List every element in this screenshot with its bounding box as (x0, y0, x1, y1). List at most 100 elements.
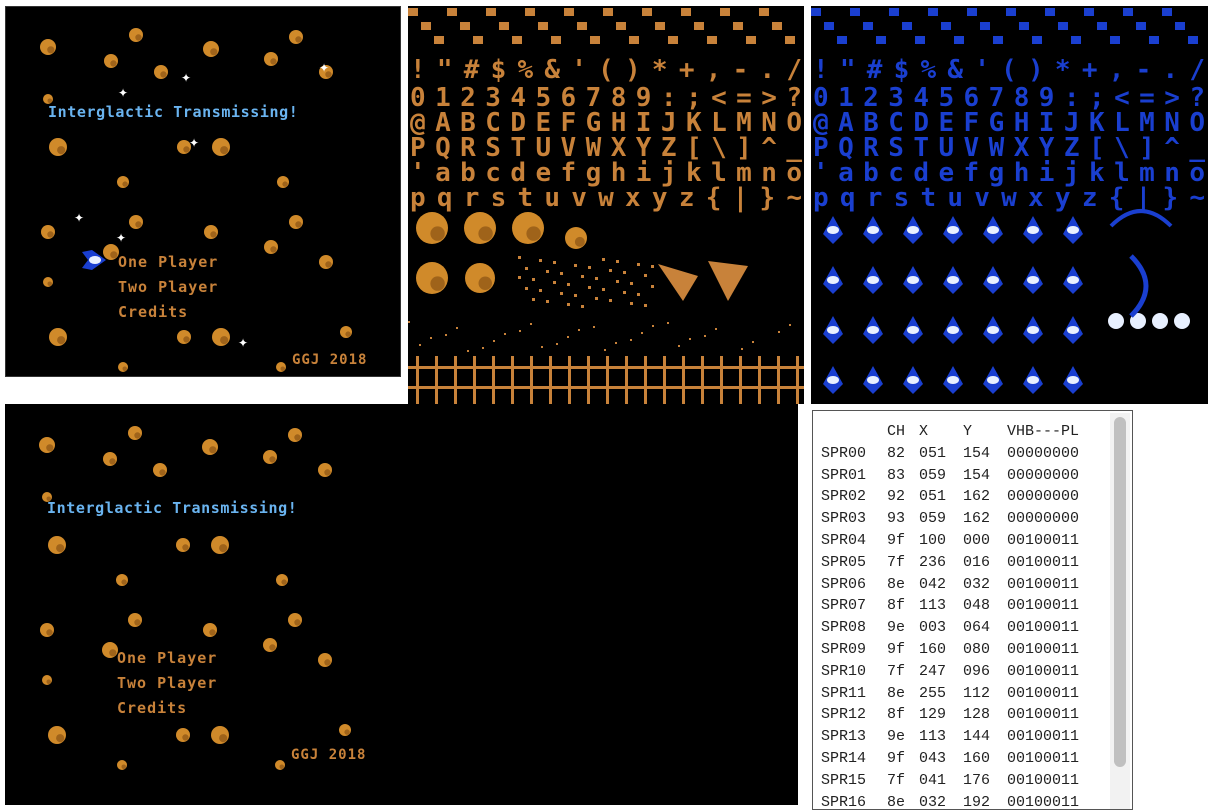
bullet-sprite (1152, 313, 1168, 329)
scrollbar-track[interactable] (1110, 413, 1130, 809)
table-row: SPR09 9f 160 080 00100011 (821, 639, 1083, 661)
game-title-bg: Interglactic Transmissing! (47, 499, 298, 517)
asteroid (48, 536, 66, 554)
asteroid (118, 362, 128, 372)
cell-pos-y: 112 (963, 684, 991, 702)
asteroid (212, 328, 230, 346)
asteroid (40, 39, 56, 55)
asteroid (154, 65, 168, 79)
cell-flags: 00100011 (1007, 531, 1080, 549)
table-row: SPR16 8e 032 192 00100011 (821, 792, 1083, 810)
table-row: SPR01 83 059 154 00000000 (821, 465, 1083, 487)
asteroid (339, 724, 351, 736)
sprite-oam-table-panel[interactable]: CH X Y VHB---PL SPR00 82 051 154 00000000 SPR… (812, 410, 1133, 810)
asteroid (42, 675, 52, 685)
tileset-blue-canvas: !"#$%&'()*+,-./0123456789:;<=>?@ABCDEFGH… (811, 8, 1205, 394)
asteroid (204, 225, 218, 239)
cell-pos-y: 154 (963, 444, 991, 462)
asteroid (512, 212, 544, 244)
antenna-sprite (658, 264, 698, 301)
menu-two-player-bg: Two Player (117, 674, 218, 692)
cell-pos-x: 003 (919, 619, 947, 637)
star: ✦ (238, 336, 248, 350)
cell-char-code: 7f (887, 553, 906, 571)
game-title: Interglactic Transmissing! (48, 103, 299, 121)
ship-cursor-icon (82, 250, 108, 270)
cell-char-code: 7f (887, 662, 906, 680)
tileset-orange-viewer: !"#$%&'()*+,-./0123456789:;<=>? @ABCDEFGH… (408, 6, 804, 404)
cell-sprite-id: SPR14 (821, 749, 867, 767)
cell-char-code: 8f (887, 706, 906, 724)
cell-pos-y: 000 (963, 531, 991, 549)
asteroid (264, 240, 278, 254)
cell-char-code: 8e (887, 684, 906, 702)
cell-pos-x: 042 (919, 575, 947, 593)
cell-sprite-id: SPR10 (821, 662, 867, 680)
table-row: SPR13 9e 113 144 00100011 (821, 726, 1083, 748)
table-row: SPR00 82 051 154 00000000 (821, 443, 1083, 465)
cell-flags: 00100011 (1007, 749, 1080, 767)
asteroid (129, 28, 143, 42)
cell-char-code: 9e (887, 728, 906, 746)
game-screen-background-layer: Interglactic Transmissing! One Player Tw… (5, 404, 798, 805)
bullet-sprite (1130, 313, 1146, 329)
menu-credits[interactable]: Credits (118, 303, 189, 321)
cell-pos-y: 192 (963, 793, 991, 810)
menu-one-player[interactable]: One Player (118, 253, 219, 271)
cell-flags: 00100011 (1007, 771, 1080, 789)
asteroid (128, 426, 142, 440)
asteroid (211, 536, 229, 554)
antenna-sprite (708, 261, 748, 301)
asteroid (319, 255, 333, 269)
table-row: SPR02 92 051 162 00000000 (821, 486, 1083, 508)
cell-char-code: 7f (887, 771, 906, 789)
cell-char-code: 93 (887, 510, 906, 528)
cell-flags: 00100011 (1007, 684, 1080, 702)
tileset-symbols-row: !"#$%&'()*+,-./ (410, 55, 802, 85)
cell-flags: 00000000 (1007, 466, 1080, 484)
asteroid (41, 225, 55, 239)
asteroid (416, 262, 448, 294)
cell-pos-y: 160 (963, 749, 991, 767)
cell-char-code: 8f (887, 597, 906, 615)
asteroid (39, 437, 55, 453)
col-header-ch: CH (887, 423, 906, 440)
cell-char-code: 9f (887, 531, 906, 549)
cell-pos-y: 162 (963, 510, 991, 528)
cell-flags: 00100011 (1007, 640, 1080, 658)
col-header-flags: VHB---PL (1007, 423, 1080, 440)
menu-two-player[interactable]: Two Player (118, 278, 219, 296)
cell-char-code: 8e (887, 575, 906, 593)
cell-char-code: 9f (887, 749, 906, 767)
asteroid (212, 138, 230, 156)
star: ✦ (74, 211, 84, 225)
cell-pos-x: 236 (919, 553, 947, 571)
asteroid (176, 538, 190, 552)
arc-sprite (1109, 209, 1173, 228)
cell-sprite-id: SPR05 (821, 553, 867, 571)
asteroid (277, 176, 289, 188)
star: ✦ (116, 231, 126, 245)
cell-sprite-id: SPR07 (821, 597, 867, 615)
cell-flags: 00100011 (1007, 553, 1080, 571)
asteroid (465, 263, 495, 293)
asteroid (203, 41, 219, 57)
cell-flags: 00000000 (1007, 444, 1080, 462)
asteroid (416, 212, 448, 244)
bullet-sprite (1174, 313, 1190, 329)
cell-pos-x: 051 (919, 444, 947, 462)
cell-sprite-id: SPR01 (821, 466, 867, 484)
cell-pos-y: 032 (963, 575, 991, 593)
asteroid (49, 138, 67, 156)
scrollbar-thumb[interactable] (1114, 417, 1126, 767)
cell-sprite-id: SPR16 (821, 793, 867, 810)
cell-pos-y: 064 (963, 619, 991, 637)
cell-sprite-id: SPR13 (821, 728, 867, 746)
table-row: SPR10 7f 247 096 00100011 (821, 661, 1083, 683)
cell-sprite-id: SPR11 (821, 684, 867, 702)
asteroid (264, 52, 278, 66)
asteroid (276, 574, 288, 586)
asteroid (128, 613, 142, 627)
cell-pos-y: 144 (963, 728, 991, 746)
asteroid (565, 227, 587, 249)
